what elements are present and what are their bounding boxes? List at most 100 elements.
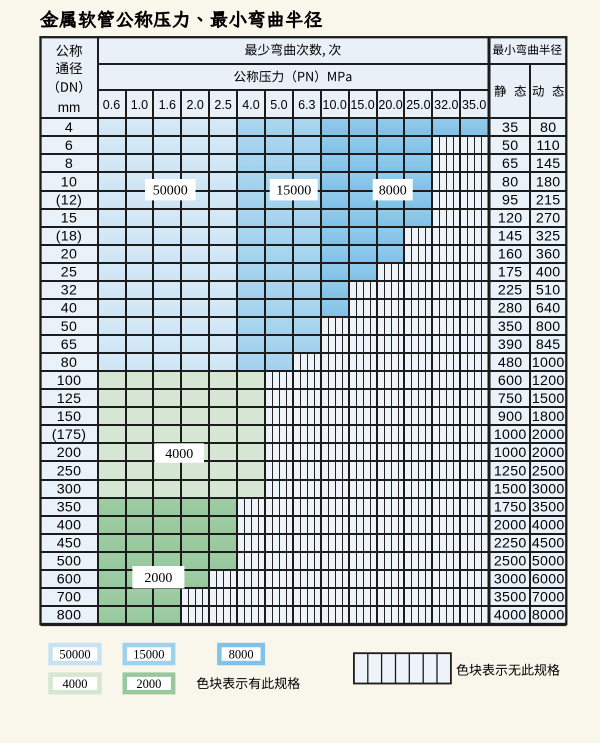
- svg-text:50: 50: [61, 319, 77, 335]
- svg-text:(12): (12): [56, 192, 82, 208]
- svg-text:6.3: 6.3: [298, 98, 315, 112]
- svg-text:1500: 1500: [532, 391, 565, 407]
- svg-text:5.0: 5.0: [270, 98, 287, 112]
- svg-text:120: 120: [498, 210, 523, 226]
- svg-text:2000: 2000: [494, 517, 527, 533]
- svg-text:50: 50: [502, 138, 518, 154]
- svg-text:215: 215: [536, 192, 561, 208]
- svg-text:500: 500: [57, 554, 82, 570]
- svg-text:25.0: 25.0: [406, 98, 430, 112]
- svg-text:600: 600: [57, 572, 82, 588]
- svg-text:3000: 3000: [532, 481, 565, 497]
- svg-text:6: 6: [65, 138, 73, 154]
- svg-text:250: 250: [57, 463, 82, 479]
- svg-text:4000: 4000: [494, 608, 527, 624]
- svg-text:700: 700: [57, 590, 82, 606]
- svg-text:2250: 2250: [494, 536, 527, 552]
- svg-text:450: 450: [57, 536, 82, 552]
- svg-text:3000: 3000: [494, 572, 527, 588]
- svg-text:(18): (18): [56, 229, 82, 245]
- svg-text:145: 145: [536, 156, 561, 172]
- svg-text:125: 125: [57, 391, 82, 407]
- svg-text:65: 65: [61, 337, 77, 353]
- svg-text:4500: 4500: [532, 536, 565, 552]
- svg-text:50000: 50000: [59, 648, 90, 662]
- svg-text:280: 280: [498, 301, 523, 317]
- svg-text:510: 510: [536, 283, 561, 299]
- svg-text:4000: 4000: [165, 447, 193, 462]
- svg-text:160: 160: [498, 247, 523, 263]
- svg-text:480: 480: [498, 355, 523, 371]
- svg-text:15000: 15000: [276, 184, 311, 199]
- svg-text:2.5: 2.5: [214, 98, 231, 112]
- svg-text:80: 80: [502, 174, 518, 190]
- svg-text:8: 8: [65, 156, 73, 172]
- svg-text:2500: 2500: [532, 463, 565, 479]
- svg-text:5000: 5000: [532, 554, 565, 570]
- svg-text:1000: 1000: [494, 445, 527, 461]
- svg-text:180: 180: [536, 174, 561, 190]
- svg-text:1200: 1200: [532, 373, 565, 389]
- svg-text:32: 32: [61, 283, 77, 299]
- svg-text:1000: 1000: [494, 427, 527, 443]
- svg-text:20: 20: [61, 247, 77, 263]
- svg-text:750: 750: [498, 391, 523, 407]
- svg-text:175: 175: [498, 265, 523, 281]
- svg-text:2000: 2000: [532, 427, 565, 443]
- svg-text:900: 900: [498, 409, 523, 425]
- svg-text:mm: mm: [58, 100, 81, 115]
- svg-text:8000: 8000: [379, 184, 407, 199]
- svg-text:0.6: 0.6: [103, 98, 120, 112]
- svg-text:1800: 1800: [532, 409, 565, 425]
- svg-text:8000: 8000: [229, 648, 254, 662]
- svg-text:2500: 2500: [494, 554, 527, 570]
- svg-text:350: 350: [57, 499, 82, 515]
- svg-text:3500: 3500: [494, 590, 527, 606]
- svg-text:300: 300: [57, 481, 82, 497]
- svg-text:1.0: 1.0: [131, 98, 148, 112]
- svg-text:400: 400: [57, 517, 82, 533]
- svg-text:35.0: 35.0: [462, 98, 486, 112]
- svg-text:15.0: 15.0: [350, 98, 374, 112]
- svg-text:80: 80: [61, 355, 77, 371]
- svg-text:35: 35: [502, 120, 518, 136]
- svg-text:1.6: 1.6: [159, 98, 176, 112]
- svg-text:800: 800: [536, 319, 561, 335]
- svg-text:400: 400: [536, 265, 561, 281]
- svg-text:2.0: 2.0: [187, 98, 204, 112]
- svg-text:3500: 3500: [532, 499, 565, 515]
- svg-text:2000: 2000: [144, 571, 172, 586]
- svg-text:4000: 4000: [532, 517, 565, 533]
- svg-text:200: 200: [57, 445, 82, 461]
- svg-text:390: 390: [498, 337, 523, 353]
- svg-text:2000: 2000: [532, 445, 565, 461]
- svg-text:4: 4: [65, 120, 73, 136]
- svg-text:270: 270: [536, 210, 561, 226]
- svg-text:325: 325: [536, 229, 561, 245]
- svg-text:225: 225: [498, 283, 523, 299]
- svg-text:4000: 4000: [63, 677, 88, 691]
- svg-text:1250: 1250: [494, 463, 527, 479]
- svg-text:20.0: 20.0: [378, 98, 402, 112]
- svg-text:640: 640: [536, 301, 561, 317]
- svg-text:6000: 6000: [532, 572, 565, 588]
- svg-text:150: 150: [57, 409, 82, 425]
- svg-text:100: 100: [57, 373, 82, 389]
- svg-text:15000: 15000: [133, 648, 164, 662]
- svg-text:845: 845: [536, 337, 561, 353]
- svg-text:600: 600: [498, 373, 523, 389]
- svg-text:110: 110: [536, 138, 560, 154]
- svg-text:1500: 1500: [494, 481, 527, 497]
- svg-text:4.0: 4.0: [242, 98, 259, 112]
- svg-text:10.0: 10.0: [323, 98, 347, 112]
- svg-text:8000: 8000: [532, 608, 565, 624]
- svg-text:40: 40: [61, 301, 77, 317]
- svg-text:32.0: 32.0: [434, 98, 458, 112]
- svg-text:145: 145: [498, 229, 523, 245]
- svg-text:65: 65: [502, 156, 518, 172]
- svg-text:350: 350: [498, 319, 523, 335]
- svg-text:800: 800: [57, 608, 82, 624]
- svg-text:1750: 1750: [494, 499, 527, 515]
- svg-text:50000: 50000: [153, 184, 188, 199]
- svg-text:15: 15: [61, 210, 77, 226]
